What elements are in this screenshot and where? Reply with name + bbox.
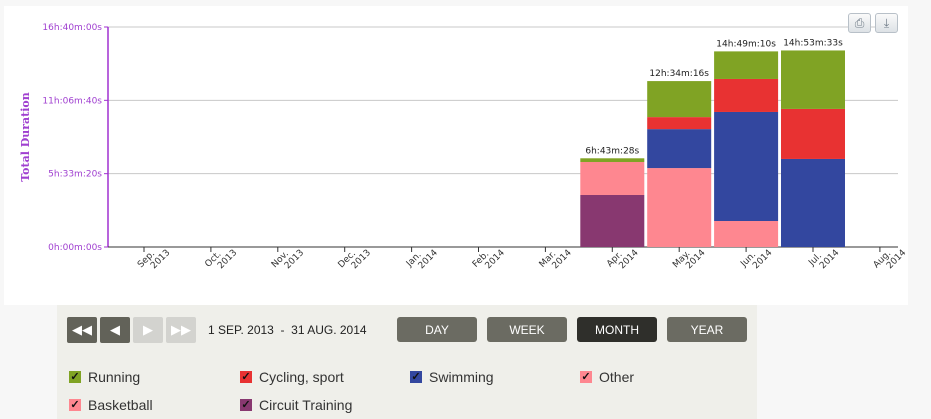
bar-segment-swimming [714, 111, 779, 221]
x-tick-label: Mar.2014 [538, 241, 574, 277]
bar-segment-other [714, 220, 779, 247]
y-tick-label: 16h:40m:00s [42, 23, 102, 33]
legend-item[interactable]: ✓ Basketball [69, 397, 153, 413]
bar-segment-circuit-training [580, 194, 645, 247]
bar-segment-running [647, 81, 712, 118]
controls-panel: ◀◀ ◀ ▶ ▶▶ 1 SEP. 2013 - 31 AUG. 2014 DAY… [57, 305, 757, 419]
bar-segment-cycling-sport [647, 117, 712, 130]
x-tick-label: Nov.2013 [270, 241, 306, 277]
bar-total-label: 12h:34m:16s [649, 69, 709, 79]
y-tick-label: 11h:06m:40s [42, 96, 102, 106]
x-tick-label: Dec.2013 [337, 241, 373, 277]
checkbox-check-icon[interactable]: ✓ [69, 371, 81, 383]
y-axis-title: Total Duration [19, 92, 32, 182]
bar-segment-running [580, 158, 645, 162]
month-button[interactable]: MONTH [577, 317, 657, 342]
legend-label: Other [599, 369, 635, 385]
x-tick-label: Oct.2013 [203, 241, 239, 277]
y-tick-label: 5h:33m:20s [48, 170, 102, 180]
chart-panel: 0h:00m:00s 5h:33m:20s 11h:06m:40s 16h:40m:0… [4, 6, 908, 305]
legend-item[interactable]: ✓ Cycling, sport [240, 369, 344, 385]
bar-segment-other [647, 168, 712, 247]
bar-segment-cycling-sport [714, 78, 779, 112]
print-icon: ⎙ [854, 15, 865, 30]
x-tick-label: Feb.2014 [471, 241, 507, 277]
bar-total-label: 14h:49m:10s [716, 39, 776, 49]
day-button[interactable]: DAY [397, 317, 477, 342]
bar-segment-running [781, 50, 845, 109]
download-button[interactable]: ⤓ [875, 13, 898, 33]
bar-total-label: 14h:53m:33s [783, 38, 843, 48]
prev-button[interactable]: ◀ [100, 317, 130, 343]
checkbox-check-icon[interactable]: ✓ [580, 371, 592, 383]
legend-label: Cycling, sport [259, 369, 344, 385]
x-tick-label: Aug.2014 [872, 241, 908, 278]
checkbox-check-icon[interactable]: ✓ [69, 399, 81, 411]
legend-label: Running [88, 369, 141, 385]
checkbox-check-icon[interactable]: ✓ [410, 371, 422, 383]
bar-segment-other [580, 161, 645, 195]
stacked-bar-chart: 0h:00m:00s 5h:33m:20s 11h:06m:40s 16h:40m:0… [19, 23, 908, 278]
checkbox-check-icon[interactable]: ✓ [240, 371, 252, 383]
bar-segment-swimming [781, 158, 845, 247]
legend-label: Circuit Training [259, 397, 353, 413]
bar-segment-cycling-sport [781, 108, 845, 159]
x-tick-label: Jan.2014 [404, 241, 440, 277]
last-button[interactable]: ▶▶ [166, 317, 196, 343]
week-button[interactable]: WEEK [487, 317, 567, 342]
date-range: 1 SEP. 2013 - 31 AUG. 2014 [208, 323, 367, 337]
bar-segment-running [714, 51, 779, 79]
y-tick-label: 0h:00m:00s [48, 243, 102, 253]
legend-item[interactable]: ✓ Circuit Training [240, 397, 352, 413]
first-button[interactable]: ◀◀ [67, 317, 97, 343]
legend-label: Basketball [88, 397, 153, 413]
x-tick-label: Sep.2013 [136, 241, 172, 277]
next-button[interactable]: ▶ [133, 317, 163, 343]
legend-item[interactable]: ✓ Swimming [410, 369, 494, 385]
bar-segment-swimming [647, 129, 712, 169]
legend-label: Swimming [429, 369, 494, 385]
checkbox-check-icon[interactable]: ✓ [240, 399, 252, 411]
download-icon: ⤓ [883, 15, 890, 30]
print-button[interactable]: ⎙ [848, 13, 871, 33]
legend-item[interactable]: ✓ Other [580, 369, 634, 385]
bar-total-label: 6h:43m:28s [585, 146, 639, 156]
year-button[interactable]: YEAR [667, 317, 747, 342]
legend-item[interactable]: ✓ Running [69, 369, 140, 385]
